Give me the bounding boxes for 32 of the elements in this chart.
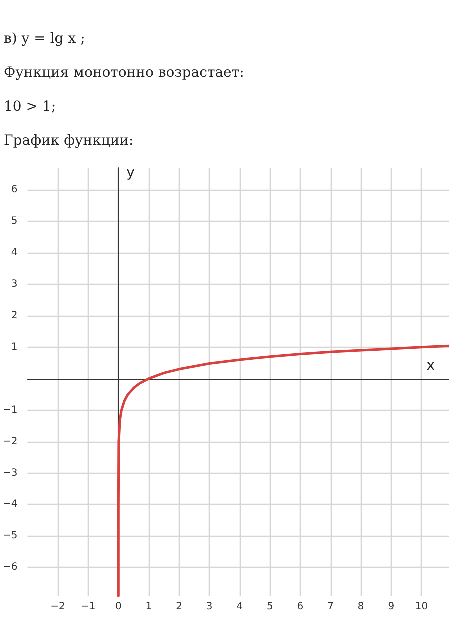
- x-tick-label: 7: [328, 602, 334, 612]
- text: Функция монотонно возрастает:: [4, 64, 246, 83]
- y-tick-label: −5: [2, 530, 18, 542]
- x-axis-title: x: [426, 358, 435, 374]
- text: 10 > 1;: [4, 98, 58, 117]
- y-tick-label: −4: [2, 499, 18, 510]
- y-tick-label: −3: [2, 468, 18, 479]
- x-tick-label: 9: [388, 602, 395, 612]
- y-tick-label: 4: [11, 247, 18, 258]
- y-tick-label: 2: [11, 310, 18, 322]
- y-axis-title: y: [126, 165, 135, 181]
- y-tick-label: 1: [11, 342, 18, 353]
- x-tick-label: −2: [50, 602, 66, 612]
- y-tick-label: −1: [2, 404, 18, 416]
- text: График функции:: [4, 132, 135, 151]
- x-tick-label: 4: [236, 602, 244, 612]
- y-tick-label: 5: [11, 216, 18, 227]
- x-tick-label: 5: [267, 602, 274, 612]
- line-series: [117, 344, 449, 598]
- x-tick-label: 8: [358, 602, 364, 612]
- x-tick-label: 2: [176, 602, 182, 612]
- x-tick-label: 1: [146, 602, 152, 612]
- x-tick-label: 3: [206, 602, 213, 612]
- x-tick-label: −1: [80, 602, 96, 612]
- x-tick-label: 0: [115, 602, 122, 612]
- chart-title: в) y = lg x ;: [4, 30, 86, 49]
- x-tick-label: 6: [297, 602, 304, 612]
- y-tick-label: 6: [11, 184, 18, 196]
- y-tick-label: −2: [2, 436, 18, 448]
- y-tick-label: −6: [2, 562, 18, 574]
- x-tick-label: 10: [415, 602, 428, 612]
- y-tick-label: 3: [11, 278, 18, 290]
